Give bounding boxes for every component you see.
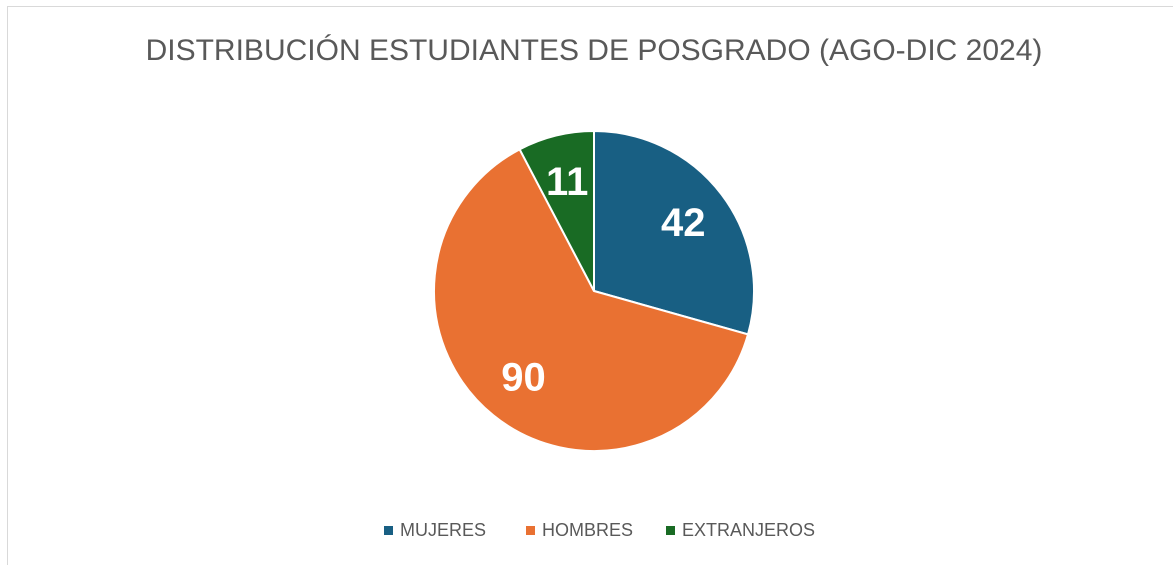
data-label: 90 — [501, 356, 546, 400]
legend-marker — [666, 526, 675, 535]
data-label: 42 — [661, 201, 706, 245]
legend-marker — [384, 526, 393, 535]
data-label: 11 — [546, 160, 588, 204]
chart-title: DISTRIBUCIÓN ESTUDIANTES DE POSGRADO (AG… — [146, 34, 1043, 67]
pie-slice — [433, 147, 750, 452]
pie-slice — [518, 129, 595, 292]
legend-label: EXTRANJEROS — [682, 520, 815, 540]
pie-slice — [593, 129, 755, 336]
legend-marker — [526, 526, 535, 535]
legend-label: MUJERES — [400, 520, 486, 540]
legend-label: HOMBRES — [542, 520, 633, 540]
